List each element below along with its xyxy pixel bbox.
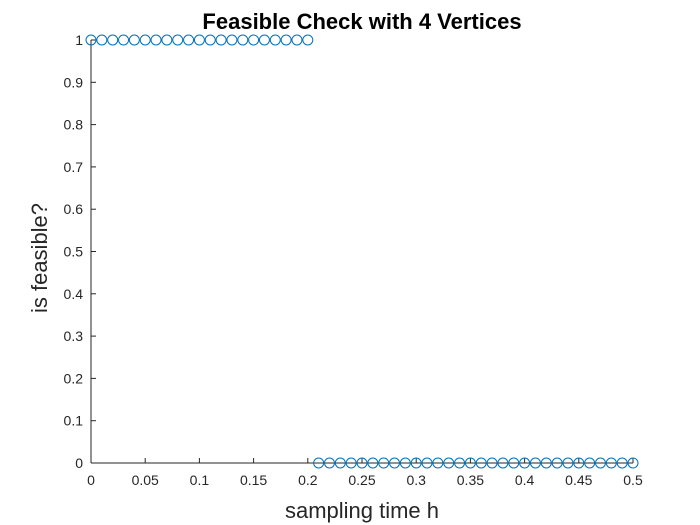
- y-tick-label: 0.6: [64, 201, 84, 217]
- data-point: [551, 457, 563, 469]
- data-point: [248, 34, 260, 46]
- data-point: [605, 457, 617, 469]
- x-tick-label: 0.25: [348, 472, 375, 488]
- data-point: [269, 34, 281, 46]
- data-point: [183, 34, 195, 46]
- data-point: [345, 457, 357, 469]
- data-point: [237, 34, 249, 46]
- data-point: [410, 457, 422, 469]
- x-tick-label: 0.2: [298, 472, 318, 488]
- chart-title: Feasible Check with 4 Vertices: [202, 9, 521, 34]
- data-point: [313, 457, 325, 469]
- data-point: [389, 457, 401, 469]
- x-axis-label: sampling time h: [285, 498, 439, 523]
- y-tick-label: 0.5: [64, 244, 84, 260]
- data-point: [302, 34, 314, 46]
- data-point: [334, 457, 346, 469]
- x-tick-label: 0: [87, 472, 95, 488]
- x-tick-label: 0.05: [132, 472, 159, 488]
- data-point: [497, 457, 509, 469]
- data-point: [519, 457, 531, 469]
- data-point: [378, 457, 390, 469]
- y-tick-label: 1: [75, 32, 83, 48]
- data-point: [107, 34, 119, 46]
- data-point: [226, 34, 238, 46]
- x-tick-label: 0.5: [623, 472, 643, 488]
- data-point: [573, 457, 585, 469]
- y-tick-label: 0.8: [64, 117, 84, 133]
- data-point: [399, 457, 411, 469]
- data-point: [584, 457, 596, 469]
- data-points: [85, 34, 639, 469]
- x-tick-label: 0.4: [515, 472, 535, 488]
- y-tick-label: 0.3: [64, 328, 84, 344]
- data-point: [627, 457, 639, 469]
- data-point: [443, 457, 455, 469]
- y-tick-label: 0.2: [64, 370, 84, 386]
- data-point: [454, 457, 466, 469]
- data-point: [150, 34, 162, 46]
- data-point: [616, 457, 628, 469]
- data-point: [258, 34, 270, 46]
- data-point: [562, 457, 574, 469]
- data-point: [280, 34, 292, 46]
- data-point: [96, 34, 108, 46]
- data-point: [594, 457, 606, 469]
- data-point: [432, 457, 444, 469]
- data-point: [367, 457, 379, 469]
- data-point: [172, 34, 184, 46]
- x-tick-label: 0.1: [190, 472, 210, 488]
- data-point: [193, 34, 205, 46]
- axes: 0 0.05 0.1 0.15 0.2 0.25 0.3 0.35 0.4 0.45 0.5 0 0.1…: [64, 32, 643, 488]
- y-tick-label: 0: [75, 455, 83, 471]
- x-tick-label: 0.15: [240, 472, 267, 488]
- data-point: [529, 457, 541, 469]
- data-point: [85, 34, 97, 46]
- y-tick-label: 0.1: [64, 413, 84, 429]
- data-point: [204, 34, 216, 46]
- data-point: [486, 457, 498, 469]
- data-point: [464, 457, 476, 469]
- data-point: [508, 457, 520, 469]
- y-axis-label: is feasible?: [27, 203, 52, 313]
- data-point: [475, 457, 487, 469]
- data-point: [356, 457, 368, 469]
- data-point: [139, 34, 151, 46]
- data-point: [128, 34, 140, 46]
- data-point: [118, 34, 130, 46]
- data-point: [540, 457, 552, 469]
- data-point: [323, 457, 335, 469]
- x-tick-label: 0.45: [565, 472, 592, 488]
- x-tick-label: 0.35: [457, 472, 484, 488]
- y-tick-label: 0.9: [64, 74, 84, 90]
- y-tick-label: 0.7: [64, 159, 84, 175]
- data-point: [291, 34, 303, 46]
- data-point: [421, 457, 433, 469]
- x-tick-label: 0.3: [406, 472, 426, 488]
- data-point: [161, 34, 173, 46]
- y-tick-label: 0.4: [64, 286, 84, 302]
- data-point: [215, 34, 227, 46]
